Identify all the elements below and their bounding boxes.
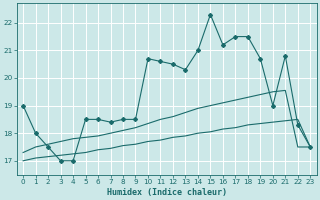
X-axis label: Humidex (Indice chaleur): Humidex (Indice chaleur) [107,188,227,197]
